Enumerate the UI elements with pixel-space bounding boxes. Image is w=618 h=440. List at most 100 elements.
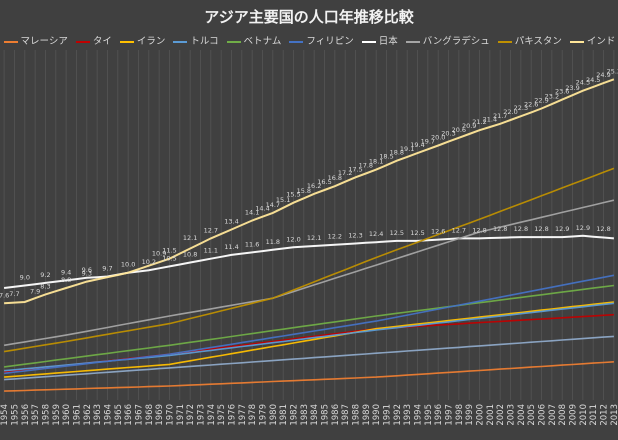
data-label: 18.5 bbox=[379, 153, 393, 161]
data-label: 10.9 bbox=[152, 249, 166, 257]
legend-swatch bbox=[289, 40, 304, 43]
data-label: 9.3 bbox=[82, 270, 92, 278]
x-tick-label: 2008 bbox=[558, 404, 568, 426]
data-label: 12.3 bbox=[348, 231, 362, 239]
data-label: 9.6 bbox=[82, 266, 92, 274]
legend-label: インド bbox=[586, 36, 616, 47]
data-label: 14.4 bbox=[255, 205, 269, 213]
legend-swatch bbox=[405, 40, 420, 43]
series-line-8 bbox=[3, 199, 615, 347]
x-tick-label: 2006 bbox=[538, 404, 548, 426]
x-tick-label: 1979 bbox=[258, 404, 268, 426]
data-label: 24.3 bbox=[576, 79, 590, 87]
x-tick-label: 1991 bbox=[383, 404, 393, 426]
data-label: 22.0 bbox=[503, 108, 517, 116]
x-tick-label: 1966 bbox=[124, 404, 134, 426]
legend-label: トルコ bbox=[190, 36, 219, 47]
x-tick-label: 2012 bbox=[600, 404, 610, 426]
data-label: 17.2 bbox=[338, 169, 352, 177]
data-label: 12.8 bbox=[514, 225, 528, 233]
legend-swatch bbox=[3, 40, 18, 43]
x-tick-label: 1969 bbox=[155, 404, 165, 426]
data-label: 12.8 bbox=[534, 225, 548, 233]
x-tick-label: 1957 bbox=[31, 404, 41, 426]
data-label: 15.8 bbox=[297, 187, 311, 195]
data-label: 24.5 bbox=[586, 76, 600, 84]
data-label: 12.2 bbox=[328, 233, 342, 241]
legend-item: トルコ bbox=[173, 33, 219, 47]
data-label: 20.9 bbox=[462, 122, 476, 130]
x-tick-label: 1977 bbox=[238, 404, 248, 426]
legend-label: ベトナム bbox=[243, 36, 282, 47]
data-label: 18.1 bbox=[369, 158, 383, 166]
x-tick-label: 2011 bbox=[589, 404, 599, 426]
series-line-6 bbox=[4, 274, 615, 375]
legend-item: マレーシア bbox=[3, 33, 68, 47]
legend-label: フィリピン bbox=[306, 36, 354, 47]
x-tick-label: 1963 bbox=[93, 404, 103, 426]
legend: 国マレーシアタイイラントルコベトナムフィリピン日本バングラデシュパキスタンインド bbox=[0, 33, 618, 47]
data-label: 12.9 bbox=[555, 225, 569, 233]
x-tick-label: 1983 bbox=[300, 404, 310, 426]
data-label: 22.9 bbox=[534, 97, 548, 105]
x-tick-label: 1964 bbox=[103, 404, 113, 426]
x-tick-label: 1954 bbox=[0, 404, 10, 426]
data-label: 20.3 bbox=[441, 130, 455, 138]
x-tick-label: 1994 bbox=[414, 404, 424, 426]
legend-label: パキスタン bbox=[514, 36, 562, 47]
x-tick-label: 2013 bbox=[610, 404, 618, 426]
data-label: 14.1 bbox=[245, 209, 259, 217]
data-label: 10.0 bbox=[121, 261, 135, 269]
x-tick-label: 1972 bbox=[186, 404, 196, 426]
data-label: 11.1 bbox=[204, 247, 218, 255]
x-tick-label: 1956 bbox=[21, 404, 31, 426]
data-label: 12.1 bbox=[307, 234, 321, 242]
legend-item: フィリピン bbox=[289, 33, 354, 47]
legend-label: 日本 bbox=[378, 36, 398, 47]
x-tick-label: 1976 bbox=[227, 404, 237, 426]
x-tick-label: 1993 bbox=[403, 404, 413, 426]
x-tick-label: 1971 bbox=[176, 404, 186, 426]
data-label: 10.8 bbox=[183, 251, 197, 259]
data-label: 7.6 bbox=[0, 291, 9, 299]
x-tick-label: 1973 bbox=[196, 404, 206, 426]
x-tick-label: 2004 bbox=[517, 404, 527, 426]
data-label: 9.2 bbox=[40, 271, 50, 279]
data-label: 12.8 bbox=[596, 225, 610, 233]
data-label: 11.6 bbox=[245, 240, 259, 248]
x-tick-label: 1970 bbox=[165, 404, 175, 426]
data-label: 11.4 bbox=[224, 243, 238, 251]
legend-item: イラン bbox=[119, 33, 165, 47]
x-tick-label: 1981 bbox=[279, 404, 289, 426]
data-label: 24.9 bbox=[596, 71, 610, 79]
data-label: 12.7 bbox=[452, 226, 466, 234]
data-label: 15.1 bbox=[276, 196, 290, 204]
x-tick-label: 2007 bbox=[548, 404, 558, 426]
data-label: 10.5 bbox=[162, 254, 176, 262]
data-label: 12.6 bbox=[431, 228, 445, 236]
x-tick-label: 1975 bbox=[217, 404, 227, 426]
x-tick-label: 1980 bbox=[269, 404, 279, 426]
x-tick-label: 1959 bbox=[52, 404, 62, 426]
data-label: 9.0 bbox=[20, 273, 30, 281]
x-tick-label: 1984 bbox=[310, 404, 320, 426]
x-tick-label: 1978 bbox=[248, 404, 258, 426]
legend-item: インド bbox=[569, 33, 616, 47]
x-tick-label: 1989 bbox=[362, 404, 372, 426]
legend-item: ベトナム bbox=[226, 33, 282, 47]
data-label: 10.2 bbox=[142, 258, 156, 266]
x-tick-label: 1962 bbox=[83, 404, 93, 426]
legend-item: 日本 bbox=[361, 33, 398, 47]
data-label: 17.5 bbox=[348, 165, 362, 173]
x-tick-label: 1996 bbox=[434, 404, 444, 426]
legend-label: バングラデシュ bbox=[422, 36, 490, 47]
x-tick-label: 1965 bbox=[114, 404, 124, 426]
x-tick-label: 1986 bbox=[331, 404, 341, 426]
data-label: 12.9 bbox=[576, 224, 590, 232]
x-tick-label: 1988 bbox=[352, 404, 362, 426]
x-tick-label: 1987 bbox=[341, 404, 351, 426]
x-tick-label: 1982 bbox=[289, 404, 299, 426]
legend-item: タイ bbox=[75, 33, 112, 47]
data-label: 12.8 bbox=[493, 225, 507, 233]
x-tick-label: 2000 bbox=[476, 404, 486, 426]
